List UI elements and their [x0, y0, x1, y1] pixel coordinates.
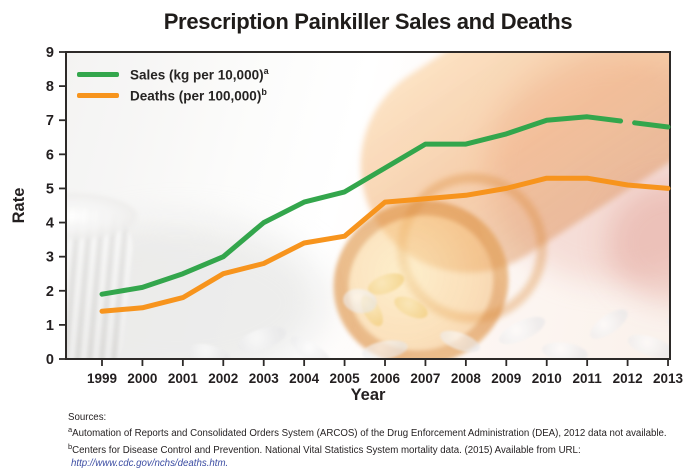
- legend-label-deaths: Deaths (per 100,000)b: [130, 87, 267, 104]
- sources-heading: Sources:: [68, 412, 107, 423]
- source-note-b: bCenters for Disease Control and Prevent…: [68, 442, 581, 457]
- chart-title: Prescription Painkiller Sales and Deaths: [163, 9, 573, 34]
- y-axis-tick-label: 6: [46, 147, 54, 163]
- sales-line-swatch: [77, 72, 119, 77]
- x-axis-tick-label: 2012: [613, 371, 643, 386]
- x-axis-tick-label: 2000: [127, 371, 157, 386]
- sales-line: [632, 120, 671, 130]
- x-axis-tick-label: 2001: [168, 371, 199, 386]
- x-axis-tick-label: 1999: [87, 371, 117, 386]
- legend-label-sales: Sales (kg per 10,000)a: [130, 66, 269, 83]
- deaths-line-swatch: [77, 93, 119, 98]
- x-axis-tick-label: 2008: [451, 371, 482, 386]
- x-axis-tick-label: 2006: [370, 371, 401, 386]
- x-axis-tick-label: 2010: [532, 371, 562, 386]
- y-axis-tick-label: 1: [46, 318, 54, 334]
- sales-line: [99, 114, 624, 297]
- y-axis-tick-label: 7: [46, 113, 54, 129]
- sources-block: Sources: aAutomation of Reports and Cons…: [68, 412, 688, 470]
- x-axis-tick-label: 2013: [653, 371, 684, 386]
- x-axis-tick-label: 2003: [249, 371, 280, 386]
- x-axis-tick-label: 2009: [491, 371, 521, 386]
- x-axis-tick-label: 2007: [410, 371, 440, 386]
- y-axis-title: Rate: [10, 188, 28, 224]
- x-axis-tick-label: 2004: [289, 371, 320, 386]
- y-axis-tick-label: 8: [46, 79, 54, 95]
- legend-item-sales: Sales (kg per 10,000)a: [77, 64, 269, 85]
- chart-legend: Sales (kg per 10,000)a Deaths (per 100,0…: [77, 64, 269, 106]
- x-axis-title: Year: [351, 386, 386, 404]
- x-axis-tick-label: 2011: [573, 371, 603, 386]
- x-axis-tick-label: 2005: [330, 371, 361, 386]
- pill-bottle-watermark: [67, 53, 669, 358]
- legend-item-deaths: Deaths (per 100,000)b: [77, 85, 269, 106]
- y-axis-tick-label: 9: [46, 45, 54, 61]
- source-note-a: aAutomation of Reports and Consolidated …: [68, 425, 667, 440]
- y-axis-tick-label: 3: [46, 250, 54, 266]
- plot-border: [65, 51, 671, 360]
- y-axis-tick-label: 2: [46, 284, 54, 300]
- source-url-link[interactable]: http://www.cdc.gov/nchs/deaths.htm.: [71, 457, 229, 469]
- source-url-line: http://www.cdc.gov/nchs/deaths.htm.: [68, 458, 688, 470]
- deaths-line: [99, 175, 671, 314]
- x-axis-tick-label: 2002: [208, 371, 238, 386]
- y-axis-tick-label: 0: [46, 352, 54, 368]
- y-axis-tick-label: 5: [46, 181, 54, 197]
- y-axis-tick-label: 4: [46, 216, 54, 232]
